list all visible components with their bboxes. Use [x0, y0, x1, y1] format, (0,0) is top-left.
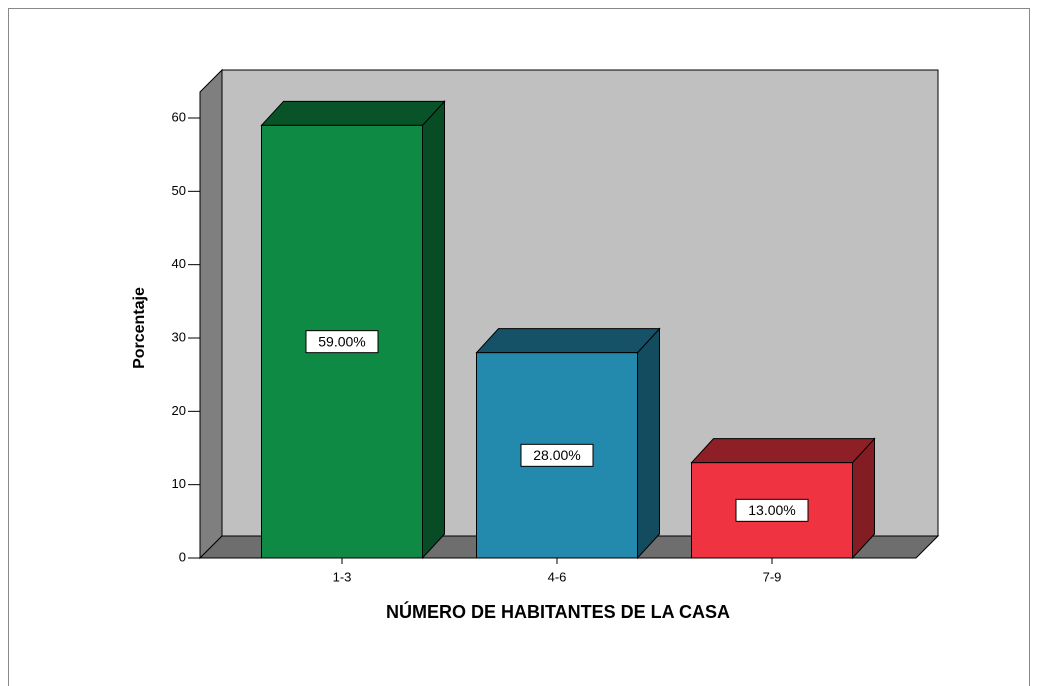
y-tick-label: 20 — [172, 403, 186, 418]
value-label: 13.00% — [748, 502, 795, 518]
x-tick-label: 1-3 — [333, 569, 352, 584]
bar-top — [475, 328, 661, 354]
value-label: 28.00% — [533, 447, 580, 463]
x-tick-label: 4-6 — [548, 569, 567, 584]
value-label: 59.00% — [318, 333, 365, 349]
y-axis-title: Porcentaje — [131, 287, 148, 369]
y-tick-label: 30 — [172, 329, 186, 344]
y-tick-label: 50 — [172, 183, 186, 198]
value-label-box — [305, 330, 379, 354]
bar-side — [422, 100, 445, 560]
y-tick-label: 40 — [172, 256, 186, 271]
y-tick-label: 0 — [179, 549, 186, 564]
bar-top — [690, 438, 876, 464]
y-tick-label: 10 — [172, 476, 186, 491]
value-label-box — [520, 443, 594, 467]
x-axis-title: NÚMERO DE HABITANTES DE LA CASA — [386, 601, 730, 622]
bar-side — [637, 327, 660, 560]
x-tick-label: 7-9 — [763, 569, 782, 584]
left-wall — [199, 68, 223, 560]
value-label-box — [735, 498, 809, 522]
y-tick-label: 60 — [172, 109, 186, 124]
bar-top — [260, 100, 446, 126]
